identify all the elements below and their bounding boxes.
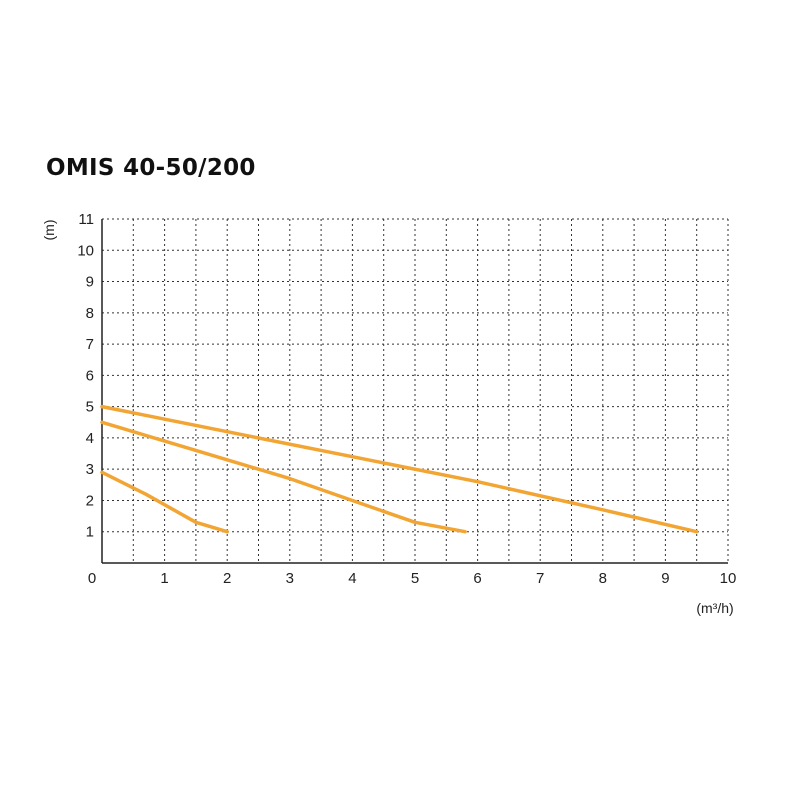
- y-tick-label: 1: [86, 524, 94, 541]
- series-line-2: [100, 420, 467, 534]
- series-line-3: [100, 404, 699, 534]
- y-tick-label: 11: [78, 211, 94, 228]
- series-line-1: [100, 470, 229, 534]
- x-tick-label: 9: [661, 570, 669, 587]
- x-tick-label: 10: [720, 570, 737, 587]
- y-tick-label: 9: [86, 274, 94, 291]
- y-tick-label: 10: [77, 242, 94, 259]
- x-axis-label: (m³/h): [696, 600, 733, 616]
- x-tick-label: 2: [223, 570, 231, 587]
- y-tick-label: 3: [86, 461, 94, 478]
- x-tick-label: 1: [160, 570, 168, 587]
- y-tick-label: 8: [86, 305, 94, 322]
- y-axis-label: (m): [41, 220, 57, 241]
- x-tick-label: 6: [473, 570, 481, 587]
- x-tick-label: 0: [88, 570, 96, 587]
- x-tick-label: 7: [536, 570, 544, 587]
- y-tick-label: 5: [86, 399, 94, 416]
- y-tick-label: 4: [86, 430, 94, 447]
- series-lines: [100, 404, 699, 534]
- x-tick-label: 4: [348, 570, 356, 587]
- x-tick-label: 3: [286, 570, 294, 587]
- axes: [101, 219, 728, 564]
- y-tick-label: 6: [86, 367, 94, 384]
- x-tick-label: 8: [599, 570, 607, 587]
- chart-title: OMIS 40-50/200: [46, 155, 256, 181]
- y-tick-label: 7: [86, 336, 94, 353]
- x-tick-label: 5: [411, 570, 419, 587]
- x-tick-labels: 0 1 2 3 4 5 6 7 8 9 10: [88, 570, 737, 587]
- y-tick-label: 2: [86, 492, 94, 509]
- y-tick-labels: 1 2 3 4 5 6 7 8 9 10 11: [77, 211, 94, 541]
- grid: [102, 218, 729, 563]
